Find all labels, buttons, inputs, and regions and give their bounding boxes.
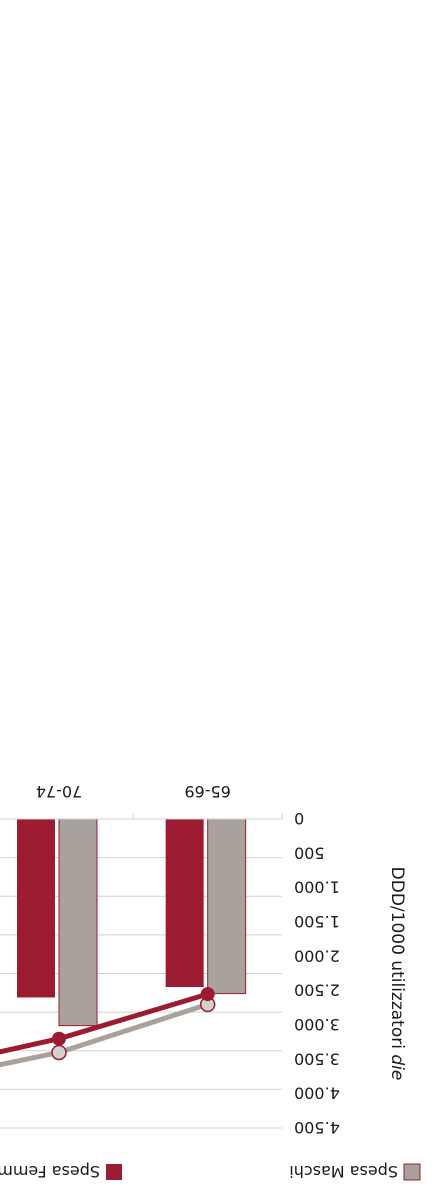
bars [17,818,247,1027]
left-axis-tick-label: 2.500 [294,981,340,1000]
left-axis-title: DDD/1000 utilizzatori die [387,867,407,1081]
left-axis-tick-label: 0 [294,809,304,828]
bar-spesa-femmine [17,819,55,998]
left-axis-tick-label: 500 [294,843,325,862]
bar-spesa-femmine [165,819,204,988]
ddd-femmine-line [0,991,211,1055]
ddd-femmine-point [200,987,215,1002]
ddd-maschi-point [51,1044,67,1061]
legend-label: Spesa Maschi [289,1162,398,1181]
left-axis-tick-label: 3.500 [294,1049,340,1068]
category-label: 70-74 [36,782,83,801]
left-axis-tick-label: 4.500 [294,1118,340,1137]
legend-swatch-spesa-maschi [403,1163,421,1181]
left-axis-tick-label: 1.000 [294,878,340,897]
left-axis-tick-label: 2.000 [294,946,340,965]
left-axis-tick-label: 4.000 [294,1084,340,1103]
axes: 65-6970-7475-7980-8485+Totale05001.0001.… [0,782,407,1137]
ddd-femmine-point [52,1031,66,1046]
ddd-maschi-line [0,1001,211,1068]
left-axis-tick-label: 3.000 [294,1015,340,1034]
lines [0,987,216,1068]
left-axis-title-italic: die [387,1054,407,1080]
left-axis-tick-label: 1.500 [294,912,340,931]
legend-label: Spesa Femmine [0,1162,100,1181]
left-axis-title-main: DDD/1000 utilizzatori [387,867,407,1055]
bar-spesa-maschi [207,818,247,995]
bar-spesa-maschi [58,818,98,1027]
category-label: 65-69 [184,782,231,801]
legend-swatch-spesa-femmine [106,1164,122,1180]
